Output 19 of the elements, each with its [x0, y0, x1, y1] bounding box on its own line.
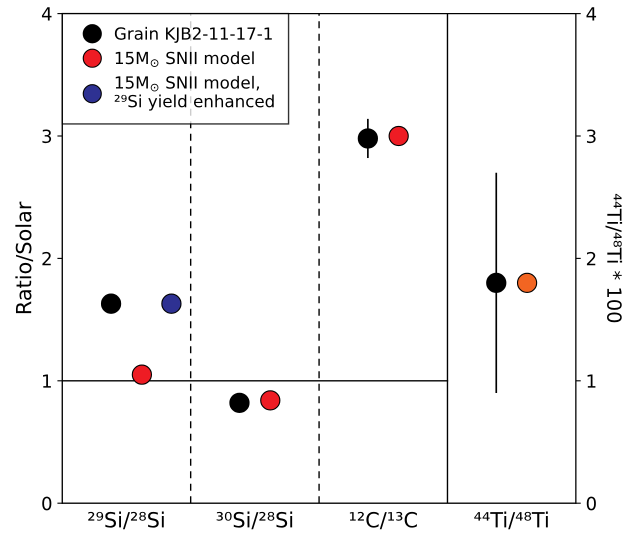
y2-tick-label: 1 — [588, 374, 596, 388]
y2-tick-label: 2 — [586, 252, 596, 266]
y-tick-label: 2 — [42, 252, 51, 266]
y-tick-label: 3 — [42, 129, 52, 144]
y2-tick-label: 0 — [586, 496, 596, 510]
y-tick-label: 4 — [42, 7, 52, 20]
legend-label: Grain KJB2-11-17-1 — [114, 26, 272, 43]
y-axis-title: Ratio/Solar — [15, 202, 34, 314]
x-tick-label: ¹²C/¹³C — [350, 512, 417, 530]
legend-label: 15M$_{⊙}$ SNII model, ²⁹Si yield enhanced — [114, 76, 274, 111]
legend-label: 15M$_{⊙}$ SNII model — [116, 51, 254, 67]
y-tick-label: 1 — [43, 374, 51, 388]
y2-axis-title: ⁴⁴Ti/⁴⁸Ti * 100 — [606, 194, 622, 322]
y2-tick-label: 3 — [586, 129, 596, 144]
x-tick-label: ⁴⁴Ti/⁴⁸Ti — [474, 512, 548, 530]
y-tick-label: 0 — [42, 496, 52, 510]
x-tick-label: ²⁹Si/²⁸Si — [88, 512, 164, 530]
y2-tick-label: 4 — [586, 7, 596, 20]
x-tick-label: ³⁰Si/²⁸Si — [216, 512, 292, 530]
